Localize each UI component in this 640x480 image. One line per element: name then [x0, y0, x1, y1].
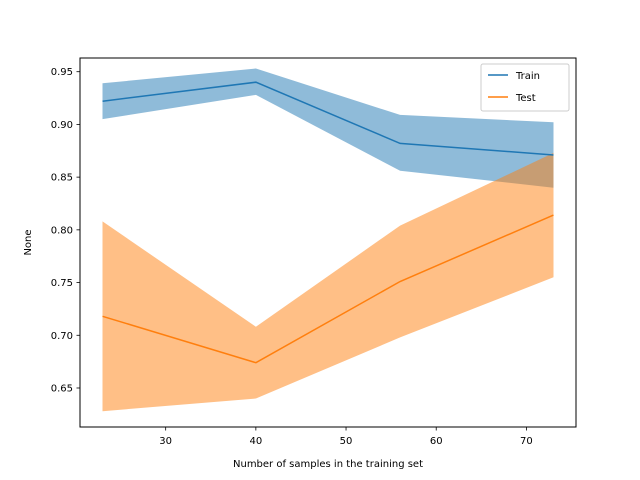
legend-label-train: Train — [515, 71, 540, 82]
x-tick-label: 50 — [340, 436, 353, 447]
x-tick-label: 30 — [159, 436, 172, 447]
x-tick-label: 40 — [249, 436, 262, 447]
x-axis-label: Number of samples in the training set — [233, 459, 423, 470]
uncertainty-bands — [102, 68, 554, 412]
y-tick-label: 0.70 — [51, 331, 73, 342]
y-tick-label: 0.80 — [51, 225, 73, 236]
y-tick-label: 0.95 — [51, 67, 73, 78]
series-lines — [102, 81, 554, 364]
y-tick-label: 0.90 — [51, 120, 73, 131]
x-tick-label: 60 — [430, 436, 443, 447]
band-train — [102, 68, 554, 188]
y-axis-ticks: 0.65 0.70 0.75 0.80 0.85 0.90 0.95 — [51, 67, 80, 394]
x-axis-ticks: 30 40 50 60 70 — [159, 427, 533, 447]
x-tick-label: 70 — [520, 436, 533, 447]
line-train — [102, 81, 554, 156]
line-test — [102, 214, 554, 364]
y-tick-label: 0.85 — [51, 173, 73, 184]
band-test — [102, 152, 554, 412]
plot-area-frame — [79, 57, 577, 428]
legend-label-test: Test — [515, 93, 536, 104]
y-axis-label: None — [23, 229, 34, 255]
y-tick-label: 0.75 — [51, 278, 73, 289]
legend: Train Test — [480, 63, 570, 112]
y-tick-label: 0.65 — [51, 383, 73, 394]
